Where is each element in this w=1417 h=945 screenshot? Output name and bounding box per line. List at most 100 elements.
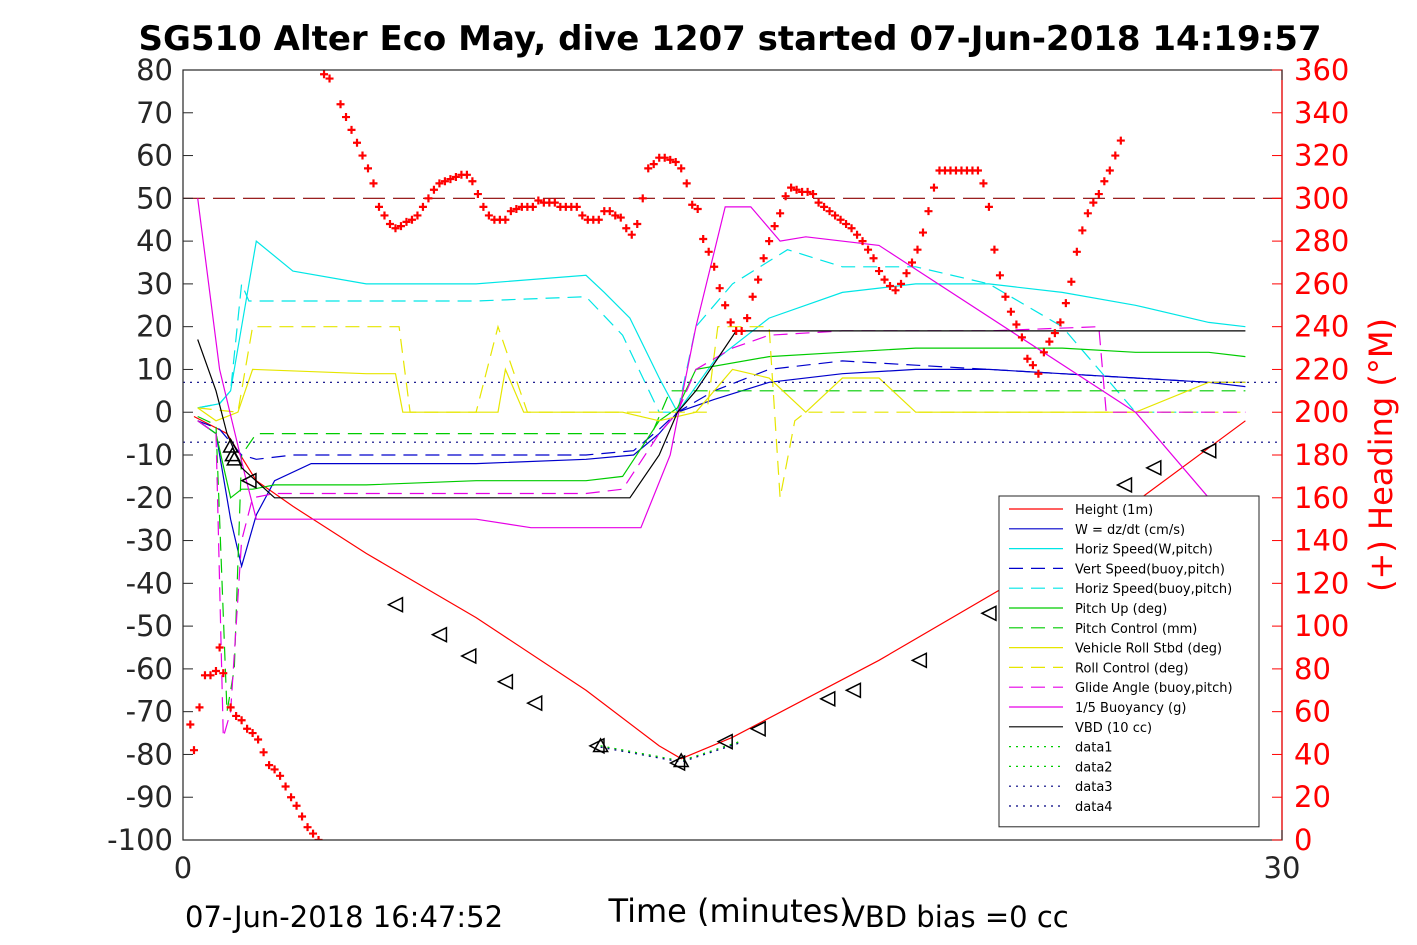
- heading-point-152: [1023, 354, 1032, 363]
- triangle-left-marker-4: [496, 673, 514, 690]
- series-line-7: [197, 367, 1246, 422]
- heading-point-159: [1061, 299, 1070, 308]
- axes: 80706050403020100-10-20-30-40-50-60-70-8…: [107, 53, 1349, 885]
- y-tick-label-3: 50: [136, 181, 173, 215]
- legend-label-9: Glide Angle (buoy,pitch): [1075, 681, 1233, 696]
- y-right-tick-label-9: 180: [1294, 438, 1349, 472]
- y-right-tick-label-13: 100: [1294, 609, 1349, 643]
- heading-point-161: [1072, 247, 1081, 256]
- heading-point-125: [875, 267, 884, 276]
- legend-label-11: VBD (10 cc): [1075, 721, 1152, 736]
- heading-point-42: [418, 202, 427, 211]
- series-line-6: [197, 390, 1246, 712]
- y-right-tick-label-6: 240: [1294, 310, 1349, 344]
- heading-point-147: [995, 271, 1004, 280]
- heading-point-63: [534, 196, 543, 205]
- heading-point-108: [781, 192, 790, 201]
- y-tick-label-7: 10: [136, 352, 173, 386]
- y-right-tick-label-11: 140: [1294, 524, 1349, 558]
- heading-point-96: [715, 284, 724, 293]
- legend-label-6: Pitch Control (mm): [1075, 622, 1197, 637]
- heading-point-100: [737, 326, 746, 335]
- heading-point-48: [451, 172, 460, 181]
- heading-point-23: [309, 829, 318, 838]
- y-tick-label-4: 40: [136, 224, 173, 258]
- heading-point-153: [1028, 361, 1037, 370]
- heading-point-156: [1045, 337, 1054, 346]
- heading-point-4: [206, 671, 215, 680]
- footer-timestamp: 07-Jun-2018 16:47:52: [185, 900, 503, 934]
- y-right-tick-label-0: 360: [1294, 53, 1349, 87]
- triangle-left-marker-6: [588, 737, 605, 755]
- y-right-tick-label-18: 0: [1294, 823, 1312, 857]
- y-tick-label-14: -60: [126, 652, 173, 686]
- triangle-left-marker-5: [526, 694, 543, 712]
- series-line-11: [197, 330, 1246, 499]
- heading-point-130: [902, 269, 911, 278]
- heading-point-10: [237, 716, 246, 725]
- heading-point-22: [303, 823, 312, 832]
- heading-point-77: [611, 211, 620, 220]
- heading-point-52: [473, 190, 482, 199]
- heading-point-32: [363, 164, 372, 173]
- triangle-left-marker-8: [716, 733, 733, 750]
- heading-point-34: [374, 202, 383, 211]
- heading-point-87: [666, 155, 675, 164]
- y-right-tick-label-4: 280: [1294, 224, 1349, 258]
- heading-point-162: [1078, 226, 1087, 235]
- heading-point-120: [847, 224, 856, 233]
- heading-point-21: [298, 812, 307, 821]
- y-tick-label-13: -50: [126, 609, 173, 643]
- heading-point-168: [1111, 151, 1120, 160]
- legend-label-5: Pitch Up (deg): [1075, 602, 1167, 617]
- heading-point-124: [869, 254, 878, 263]
- heading-point-163: [1083, 209, 1092, 218]
- y-tick-label-1: 70: [136, 96, 173, 130]
- series-line-8: [197, 324, 1246, 498]
- y-tick-label-8: 0: [155, 395, 173, 429]
- heading-point-143: [973, 166, 982, 175]
- heading-point-86: [660, 153, 669, 162]
- heading-point-33: [369, 179, 378, 188]
- heading-point-29: [347, 125, 356, 134]
- heading-point-12: [248, 729, 257, 738]
- y-right-tick-label-17: 20: [1294, 780, 1331, 814]
- heading-point-80: [627, 230, 636, 239]
- heading-point-7: [219, 669, 228, 678]
- heading-point-36: [385, 220, 394, 228]
- y-right-tick-label-7: 220: [1294, 352, 1349, 386]
- y-tick-label-12: -40: [126, 566, 173, 600]
- y-tick-label-5: 30: [136, 267, 173, 301]
- triangle-left-marker-11: [844, 682, 862, 699]
- legend-label-4: Horiz Speed(buoy,pitch): [1075, 582, 1232, 597]
- heading-point-24: [314, 836, 323, 840]
- heading-point-160: [1067, 277, 1076, 286]
- heading-point-105: [765, 237, 774, 246]
- legend-label-2: Horiz Speed(W,pitch): [1075, 543, 1213, 558]
- heading-point-155: [1039, 348, 1048, 357]
- legend-label-10: 1/5 Buoyancy (g): [1075, 701, 1186, 716]
- heading-point-169: [1116, 136, 1125, 145]
- heading-point-107: [776, 209, 785, 218]
- legend-label-8: Roll Control (deg): [1075, 661, 1189, 676]
- heading-point-158: [1056, 318, 1065, 327]
- heading-point-71: [578, 211, 587, 220]
- heading-point-8: [226, 703, 235, 712]
- y-right-tick-label-10: 160: [1294, 481, 1349, 515]
- y-right-tick-label-14: 80: [1294, 652, 1331, 686]
- heading-point-62: [528, 202, 537, 211]
- heading-point-112: [803, 187, 812, 196]
- triangle-left-marker-3: [460, 647, 477, 665]
- triangle-left-marker-1: [386, 596, 404, 613]
- triangle-left-marker-12: [910, 652, 928, 669]
- heading-point-82: [638, 194, 647, 203]
- series-line-10: [197, 198, 1210, 529]
- right-y-axis-label: (+) Heading (°M): [1362, 318, 1400, 592]
- legend-label-1: W = dz/dt (cm/s): [1075, 523, 1185, 538]
- heading-point-103: [754, 275, 763, 284]
- triangle-left-marker-10: [819, 690, 836, 708]
- heading-point-93: [699, 234, 708, 243]
- heading-point-113: [809, 190, 818, 199]
- heading-point-97: [721, 301, 730, 310]
